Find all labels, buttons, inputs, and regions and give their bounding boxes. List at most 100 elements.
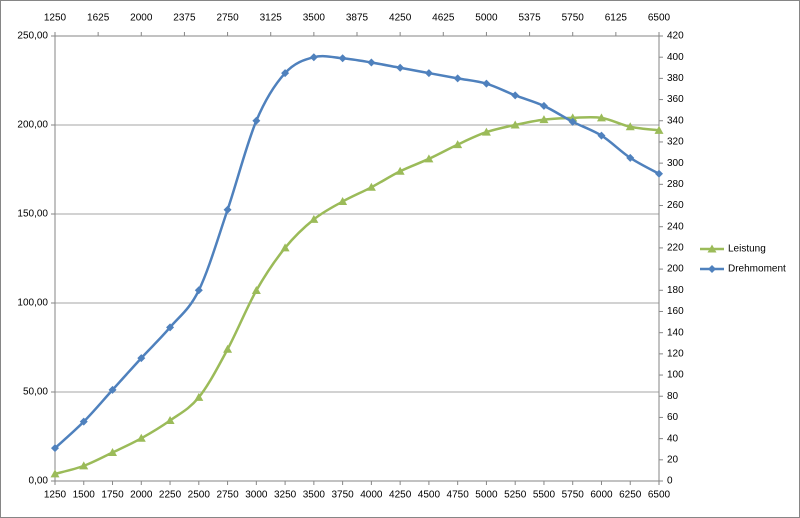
x-tick-label: 2250 bbox=[159, 490, 182, 501]
x-tick-label: 5000 bbox=[475, 490, 498, 501]
x-tick-label: 1750 bbox=[101, 490, 124, 501]
marker bbox=[251, 286, 261, 295]
x2-tick-label: 6125 bbox=[605, 13, 628, 24]
x2-tick-label: 1250 bbox=[44, 13, 67, 24]
marker bbox=[424, 69, 433, 78]
y2-tick-label: 220 bbox=[667, 243, 684, 254]
marker bbox=[108, 448, 118, 457]
marker bbox=[481, 127, 491, 136]
marker bbox=[625, 122, 635, 131]
x-tick-label: 5750 bbox=[562, 490, 585, 501]
marker bbox=[309, 214, 319, 223]
y-tick-label: 0,00 bbox=[29, 476, 49, 487]
x2-tick-label: 4250 bbox=[389, 13, 412, 24]
x-tick-label: 2000 bbox=[130, 490, 153, 501]
x-tick-label: 3250 bbox=[274, 490, 297, 501]
marker bbox=[453, 140, 463, 149]
y2-tick-label: 320 bbox=[667, 137, 684, 148]
y2-tick-label: 240 bbox=[667, 221, 684, 232]
marker bbox=[223, 205, 232, 214]
x-tick-label: 4000 bbox=[360, 490, 383, 501]
x-tick-label: 4250 bbox=[389, 490, 412, 501]
x2-tick-label: 2000 bbox=[130, 13, 153, 24]
marker bbox=[424, 154, 434, 163]
y-tick-label: 100,00 bbox=[17, 298, 48, 309]
marker bbox=[539, 115, 549, 124]
marker bbox=[79, 461, 89, 470]
marker bbox=[79, 417, 88, 426]
marker bbox=[281, 69, 290, 78]
y2-tick-label: 420 bbox=[667, 31, 684, 42]
legend-marker bbox=[707, 244, 717, 253]
x-tick-label: 6000 bbox=[590, 490, 613, 501]
y2-tick-label: 300 bbox=[667, 158, 684, 169]
marker bbox=[338, 197, 348, 206]
marker bbox=[395, 166, 405, 175]
y2-tick-label: 180 bbox=[667, 285, 684, 296]
y2-tick-label: 340 bbox=[667, 115, 684, 126]
x2-tick-label: 2750 bbox=[216, 13, 239, 24]
marker bbox=[194, 392, 204, 401]
y-tick-label: 250,00 bbox=[17, 31, 48, 42]
y2-tick-label: 20 bbox=[667, 454, 679, 465]
x2-tick-label: 5000 bbox=[475, 13, 498, 24]
y-tick-label: 150,00 bbox=[17, 209, 48, 220]
marker bbox=[108, 385, 117, 394]
y-tick-label: 200,00 bbox=[17, 120, 48, 131]
marker bbox=[655, 169, 663, 178]
x-tick-label: 1250 bbox=[44, 490, 67, 501]
marker bbox=[453, 74, 462, 83]
y2-tick-label: 100 bbox=[667, 370, 684, 381]
x-tick-label: 2500 bbox=[188, 490, 211, 501]
x2-tick-label: 2375 bbox=[173, 13, 196, 24]
marker bbox=[654, 125, 664, 134]
x-tick-label: 6250 bbox=[619, 490, 642, 501]
y2-tick-label: 120 bbox=[667, 348, 684, 359]
legend-label: Drehmoment bbox=[728, 264, 786, 275]
y2-tick-label: 140 bbox=[667, 327, 684, 338]
x2-tick-label: 4625 bbox=[432, 13, 455, 24]
x2-tick-label: 6500 bbox=[648, 13, 671, 24]
marker bbox=[252, 116, 261, 125]
x-tick-label: 1500 bbox=[73, 490, 96, 501]
marker bbox=[596, 113, 606, 122]
marker bbox=[568, 117, 577, 126]
y2-tick-label: 160 bbox=[667, 306, 684, 317]
x2-tick-label: 3125 bbox=[260, 13, 283, 24]
marker bbox=[137, 354, 146, 363]
marker bbox=[51, 444, 59, 453]
marker bbox=[165, 415, 175, 424]
marker bbox=[482, 79, 491, 88]
x-tick-label: 5250 bbox=[504, 490, 527, 501]
y-tick-label: 50,00 bbox=[23, 387, 48, 398]
x-tick-label: 2750 bbox=[216, 490, 239, 501]
x-tick-label: 4500 bbox=[418, 490, 441, 501]
marker bbox=[511, 91, 520, 100]
marker bbox=[626, 153, 635, 162]
marker bbox=[366, 182, 376, 191]
y2-tick-label: 360 bbox=[667, 94, 684, 105]
x2-tick-label: 5750 bbox=[562, 13, 585, 24]
y2-tick-label: 80 bbox=[667, 391, 679, 402]
x-tick-label: 3000 bbox=[245, 490, 268, 501]
y2-tick-label: 0 bbox=[667, 476, 673, 487]
y2-tick-label: 60 bbox=[667, 412, 679, 423]
x-tick-label: 3750 bbox=[331, 490, 354, 501]
marker bbox=[510, 120, 520, 129]
series-line bbox=[54, 115, 660, 476]
marker bbox=[194, 286, 203, 295]
marker bbox=[166, 323, 175, 332]
y2-tick-label: 380 bbox=[667, 73, 684, 84]
x-tick-label: 4750 bbox=[447, 490, 470, 501]
marker bbox=[223, 344, 233, 353]
legend-marker bbox=[708, 265, 716, 273]
marker bbox=[396, 63, 405, 72]
y2-tick-label: 280 bbox=[667, 179, 684, 190]
marker bbox=[50, 469, 60, 478]
y2-tick-label: 40 bbox=[667, 433, 679, 444]
series-line bbox=[54, 54, 660, 450]
marker bbox=[309, 53, 318, 62]
x2-tick-label: 1625 bbox=[87, 13, 110, 24]
